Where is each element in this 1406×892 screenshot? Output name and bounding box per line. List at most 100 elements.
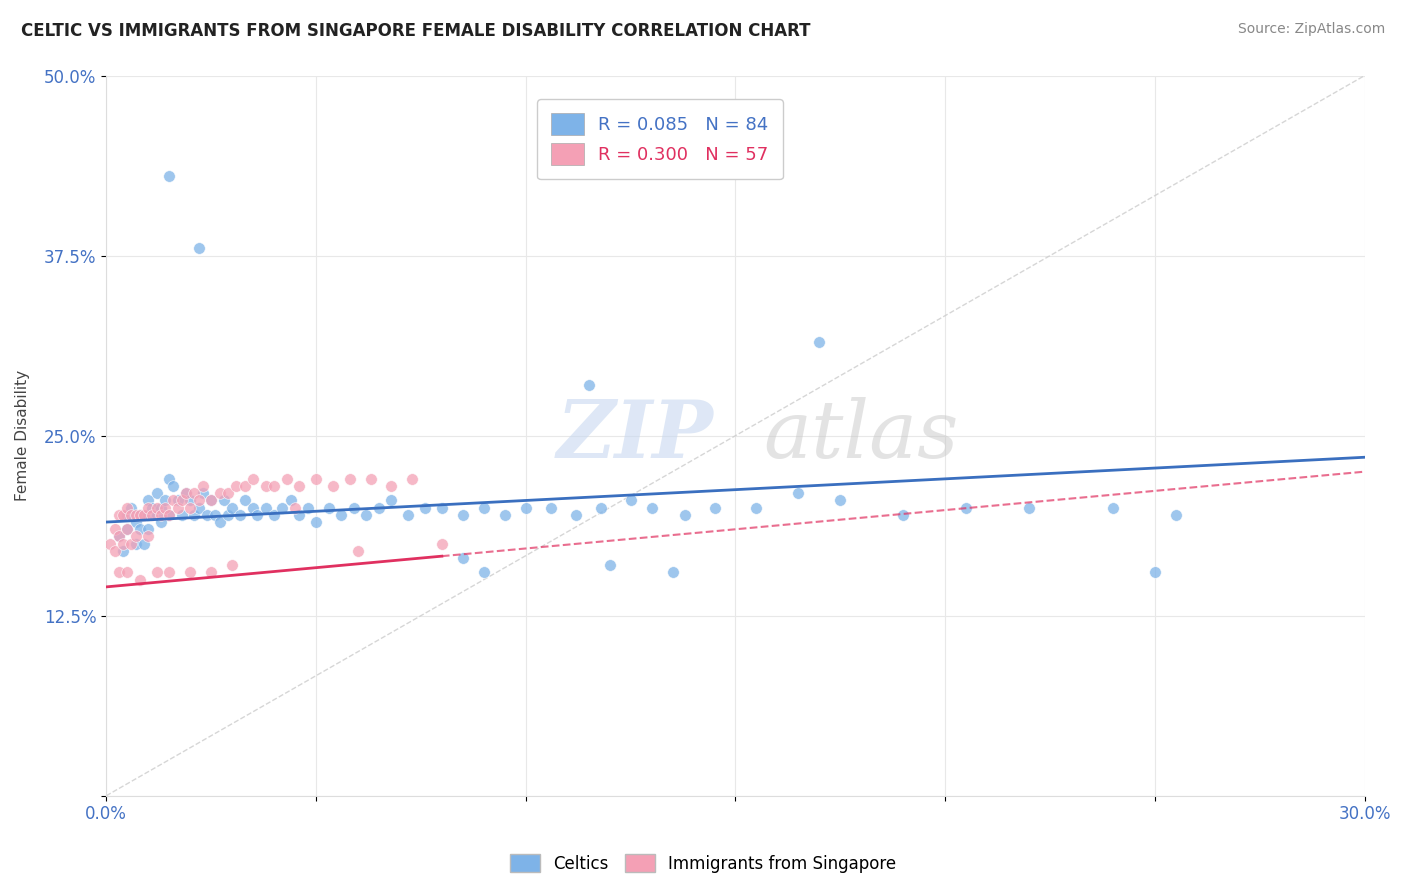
Point xyxy=(179,493,201,508)
Point xyxy=(191,479,214,493)
Point xyxy=(166,500,188,515)
Point xyxy=(297,500,319,515)
Point xyxy=(246,508,269,522)
Point xyxy=(322,479,344,493)
Point xyxy=(174,486,197,500)
Point xyxy=(380,493,402,508)
Point xyxy=(830,493,852,508)
Point xyxy=(149,508,172,522)
Point xyxy=(673,508,696,522)
Point xyxy=(401,472,423,486)
Point xyxy=(591,500,613,515)
Point xyxy=(208,486,231,500)
Point xyxy=(157,508,180,522)
Point xyxy=(276,472,298,486)
Point xyxy=(367,500,389,515)
Point xyxy=(1143,566,1166,580)
Point xyxy=(1102,500,1125,515)
Point xyxy=(162,479,184,493)
Point xyxy=(305,515,328,529)
Point xyxy=(100,537,122,551)
Point xyxy=(136,493,159,508)
Point xyxy=(494,508,516,522)
Point xyxy=(174,486,197,500)
Point xyxy=(141,500,163,515)
Point xyxy=(661,566,683,580)
Point xyxy=(578,378,600,392)
Point xyxy=(254,479,277,493)
Point xyxy=(280,493,302,508)
Point xyxy=(115,522,138,536)
Point xyxy=(242,472,264,486)
Point xyxy=(891,508,914,522)
Legend: Celtics, Immigrants from Singapore: Celtics, Immigrants from Singapore xyxy=(503,847,903,880)
Point xyxy=(124,537,146,551)
Point xyxy=(111,537,134,551)
Point xyxy=(115,522,138,536)
Point xyxy=(141,508,163,522)
Point xyxy=(200,566,222,580)
Point xyxy=(120,537,142,551)
Point xyxy=(430,537,453,551)
Point xyxy=(136,522,159,536)
Point xyxy=(284,500,307,515)
Point xyxy=(339,472,361,486)
Point xyxy=(229,508,252,522)
Point xyxy=(149,500,172,515)
Text: ZIP: ZIP xyxy=(557,397,713,475)
Point xyxy=(120,500,142,515)
Point xyxy=(183,508,205,522)
Point xyxy=(288,508,311,522)
Point xyxy=(515,500,537,515)
Point xyxy=(149,515,172,529)
Point xyxy=(111,544,134,558)
Point xyxy=(271,500,294,515)
Point xyxy=(318,500,340,515)
Point xyxy=(451,551,474,566)
Point xyxy=(162,493,184,508)
Point xyxy=(128,508,150,522)
Point xyxy=(540,500,562,515)
Point xyxy=(145,486,167,500)
Point xyxy=(157,169,180,184)
Point xyxy=(157,472,180,486)
Point xyxy=(413,500,436,515)
Point xyxy=(136,500,159,515)
Point xyxy=(128,508,150,522)
Point xyxy=(128,522,150,536)
Point xyxy=(787,486,810,500)
Point xyxy=(472,500,495,515)
Point xyxy=(703,500,725,515)
Point xyxy=(166,493,188,508)
Point xyxy=(153,500,176,515)
Point xyxy=(430,500,453,515)
Point xyxy=(263,479,285,493)
Point xyxy=(157,508,180,522)
Point xyxy=(124,529,146,543)
Point xyxy=(233,479,256,493)
Point xyxy=(179,566,201,580)
Text: CELTIC VS IMMIGRANTS FROM SINGAPORE FEMALE DISABILITY CORRELATION CHART: CELTIC VS IMMIGRANTS FROM SINGAPORE FEMA… xyxy=(21,22,811,40)
Point xyxy=(179,500,201,515)
Point xyxy=(1018,500,1040,515)
Point xyxy=(380,479,402,493)
Point xyxy=(108,529,131,543)
Point xyxy=(955,500,977,515)
Point xyxy=(208,515,231,529)
Point xyxy=(115,508,138,522)
Point xyxy=(195,508,218,522)
Point xyxy=(191,486,214,500)
Point xyxy=(187,500,209,515)
Point xyxy=(212,493,235,508)
Point xyxy=(115,566,138,580)
Point xyxy=(221,500,243,515)
Point xyxy=(111,508,134,522)
Point xyxy=(200,493,222,508)
Point xyxy=(347,544,370,558)
Point xyxy=(472,566,495,580)
Point xyxy=(808,334,831,349)
Text: atlas: atlas xyxy=(763,397,959,475)
Point xyxy=(145,500,167,515)
Point xyxy=(305,472,328,486)
Text: Source: ZipAtlas.com: Source: ZipAtlas.com xyxy=(1237,22,1385,37)
